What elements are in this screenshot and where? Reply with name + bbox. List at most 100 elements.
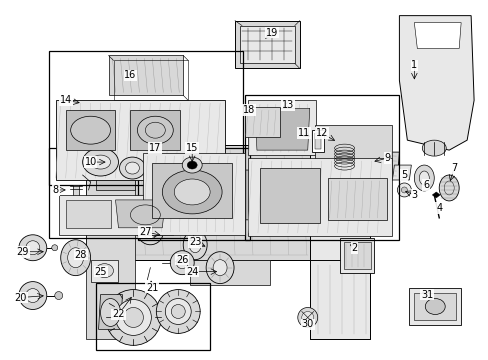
Text: 20: 20 [15,293,27,302]
Bar [327,178,386,220]
Ellipse shape [115,300,151,336]
Polygon shape [254,108,309,150]
Text: 9: 9 [384,153,390,163]
Text: 2: 2 [351,243,357,253]
Bar [247,100,315,155]
Ellipse shape [401,187,407,193]
Bar [314,125,392,180]
Ellipse shape [165,298,191,324]
Text: 19: 19 [265,28,278,37]
Text: 30: 30 [301,319,313,329]
Text: 8: 8 [53,185,59,195]
Ellipse shape [397,183,410,197]
Ellipse shape [143,225,157,239]
Ellipse shape [183,230,207,260]
Polygon shape [200,170,294,220]
Bar [324,150,359,200]
Bar [247,158,392,236]
Bar [65,200,110,228]
Bar [59,195,173,235]
Text: 17: 17 [149,143,161,153]
Bar [113,60,188,100]
Text: 31: 31 [420,289,432,300]
Text: 13: 13 [281,100,293,110]
Bar [413,293,455,320]
Ellipse shape [170,251,194,275]
Text: 1: 1 [410,60,417,71]
Text: 22: 22 [112,310,124,319]
Ellipse shape [71,116,110,144]
Bar [190,260,269,285]
Bar [56,100,224,180]
Text: 18: 18 [243,105,255,115]
Polygon shape [309,260,369,339]
Bar [152,163,232,218]
Ellipse shape [174,179,210,205]
Bar [108,55,183,95]
Text: 4: 4 [435,203,442,213]
Bar [95,283,210,350]
Bar [260,168,319,223]
Text: 16: 16 [124,71,136,80]
Polygon shape [85,145,369,339]
Text: 28: 28 [74,250,87,260]
Text: 3: 3 [410,190,417,200]
Polygon shape [130,145,309,260]
Bar [408,288,460,325]
Ellipse shape [206,252,234,284]
Text: 21: 21 [146,283,158,293]
Text: 29: 29 [17,247,29,257]
Bar [138,148,249,240]
Bar [343,242,370,269]
Ellipse shape [137,116,173,144]
Bar [311,130,323,152]
Polygon shape [85,145,135,339]
Ellipse shape [19,282,47,310]
Polygon shape [369,152,399,178]
Polygon shape [413,23,460,49]
Ellipse shape [125,162,139,174]
Ellipse shape [95,264,113,278]
Polygon shape [431,192,439,198]
Ellipse shape [61,240,90,276]
Ellipse shape [137,219,163,245]
Ellipse shape [419,171,428,185]
Bar [49,50,243,185]
Ellipse shape [101,298,120,327]
Text: 27: 27 [139,227,151,237]
Ellipse shape [187,161,197,169]
Ellipse shape [182,157,202,173]
Polygon shape [115,200,165,228]
Bar [244,107,279,137]
Bar [95,155,135,190]
Ellipse shape [55,292,62,300]
Text: 23: 23 [189,237,201,247]
Ellipse shape [26,241,40,255]
Ellipse shape [26,289,40,302]
Ellipse shape [52,245,58,251]
Bar [314,133,320,149]
Ellipse shape [422,140,446,156]
Bar [90,260,118,282]
Ellipse shape [119,157,145,179]
Bar [65,110,115,150]
Polygon shape [392,165,410,180]
Bar [244,95,399,240]
Text: 10: 10 [84,157,97,167]
Text: 14: 14 [60,95,72,105]
Ellipse shape [156,289,200,333]
Bar [319,145,364,205]
Text: 12: 12 [315,128,327,138]
Ellipse shape [123,307,143,328]
Ellipse shape [171,305,185,319]
Text: 7: 7 [450,163,456,173]
Ellipse shape [67,248,83,268]
Ellipse shape [82,148,118,176]
Ellipse shape [438,175,458,201]
Bar [240,26,294,63]
Text: 11: 11 [297,128,309,138]
Text: 5: 5 [401,170,407,180]
Text: 25: 25 [94,267,106,276]
Polygon shape [99,294,122,329]
Bar [143,153,244,235]
